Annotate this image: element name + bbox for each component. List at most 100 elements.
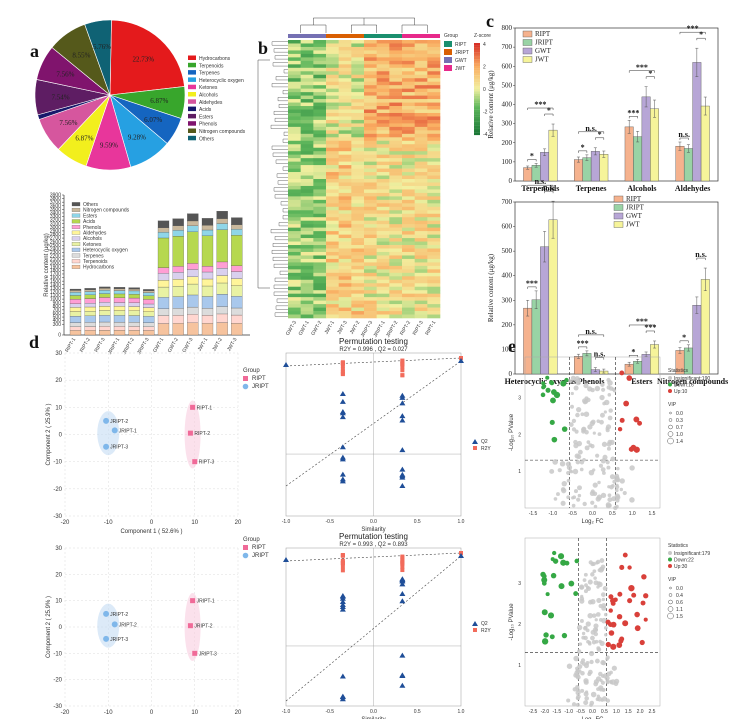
heatmap-cell <box>414 85 428 89</box>
heatmap-column-label: GWT-3 <box>285 320 298 337</box>
x-tick-label: 1.5 <box>649 511 656 517</box>
heatmap-cell <box>414 74 428 79</box>
y-tick-label: 100 <box>502 345 513 353</box>
x-tick-label: 2.5 <box>649 709 656 715</box>
up-regulated-point <box>610 621 617 628</box>
zscore-gradient-step <box>474 61 480 64</box>
heatmap-cell <box>313 123 327 128</box>
heatmap-cell <box>326 227 339 232</box>
r2y-point <box>400 368 405 373</box>
heatmap-cell <box>427 265 441 270</box>
heatmap-cell <box>326 46 339 51</box>
heatmap-cell <box>326 210 339 215</box>
x-tick-label: 0.0 <box>589 511 596 517</box>
heatmap-cell <box>338 276 352 281</box>
heatmap-cell <box>300 262 314 267</box>
insignificant-point <box>585 585 590 590</box>
heatmap-cell <box>389 172 403 176</box>
stacked-bar-segment <box>128 330 140 336</box>
heatmap-cell <box>402 60 415 65</box>
insignificant-point <box>572 687 578 692</box>
heatmap-cell <box>402 137 415 142</box>
row-dendrogram-link <box>277 97 288 102</box>
heatmap-cell <box>402 314 415 319</box>
heatmap-cell <box>351 172 365 176</box>
point-label: JRIPT-2 <box>194 624 212 630</box>
heatmap-cell <box>376 172 390 176</box>
heatmap-cell <box>402 50 415 55</box>
heatmap-cell <box>326 206 339 211</box>
y-tick-label: 1300 <box>50 286 61 292</box>
heatmap-cell <box>427 140 441 145</box>
heatmap-cell <box>402 217 415 221</box>
heatmap-cell <box>338 112 352 117</box>
row-dendrogram-link <box>274 55 288 60</box>
insignificant-point <box>591 613 597 618</box>
insignificant-point <box>593 576 597 580</box>
heatmap-cell <box>414 46 428 51</box>
heatmap-cell <box>364 40 377 44</box>
heatmap-cell <box>326 106 339 110</box>
heatmap-cell <box>326 185 339 190</box>
heatmap-cell <box>313 172 327 176</box>
heatmap-cell <box>364 46 377 51</box>
heatmap-cell <box>389 88 403 93</box>
down-regulated-point <box>545 387 551 393</box>
stacked-bar-segment <box>231 229 243 236</box>
row-dendrogram-link <box>273 48 288 53</box>
insignificant-point <box>578 642 583 646</box>
insignificant-point <box>576 497 581 502</box>
heatmap-cell <box>300 283 314 288</box>
heatmap-cell <box>402 99 415 103</box>
heatmap-cell <box>313 168 327 173</box>
insignificant-point <box>573 489 578 494</box>
significance-label: n.s. <box>594 350 606 359</box>
heatmap-cell <box>300 126 314 131</box>
legend-label: Terpenes <box>199 71 220 77</box>
heatmap-cell <box>338 245 352 249</box>
heatmap-cell <box>364 74 377 79</box>
up-regulated-point <box>643 593 649 599</box>
heatmap-cell <box>313 71 327 76</box>
heatmap-cell <box>402 64 415 69</box>
q2-point <box>339 444 346 450</box>
insignificant-point <box>579 596 585 601</box>
zscore-gradient-step <box>474 70 480 73</box>
bar <box>523 167 533 182</box>
row-dendrogram-link <box>272 243 288 247</box>
heatmap-cell <box>300 106 314 110</box>
heatmap-cell <box>326 116 339 121</box>
heatmap-cell <box>338 74 352 79</box>
heatmap-cell <box>313 161 327 166</box>
heatmap-cell <box>402 57 415 62</box>
heatmap-cell <box>414 172 428 176</box>
heatmap-cell <box>313 210 327 215</box>
heatmap-cell <box>364 185 377 190</box>
legend-label: JWT <box>626 221 640 229</box>
heatmap-cell <box>351 286 365 291</box>
heatmap-cell <box>364 112 377 117</box>
heatmap-cell <box>376 182 390 187</box>
insignificant-point <box>605 655 610 660</box>
heatmap-cell <box>313 286 327 291</box>
heatmap-cell <box>364 106 377 110</box>
heatmap-cell <box>364 133 377 138</box>
legend-label: Others <box>199 136 215 142</box>
heatmap-cell <box>414 272 428 277</box>
heatmap-cell <box>326 220 339 225</box>
heatmap-group-bar <box>402 34 440 38</box>
heatmap-cell <box>402 185 415 190</box>
heatmap-cell <box>389 192 403 197</box>
heatmap-cell <box>300 40 314 44</box>
heatmap-cell <box>376 262 390 267</box>
legend-swatch <box>472 439 478 444</box>
significance-bracket <box>645 76 655 79</box>
legend-label: Esters <box>199 114 214 120</box>
group-legend-label: RIPT <box>455 42 466 48</box>
point-label: JRIPT-2 <box>119 622 137 628</box>
bar <box>574 159 583 182</box>
heatmap-cell <box>427 147 441 152</box>
heatmap-cell <box>300 50 314 55</box>
vip-legend-swatch <box>669 411 672 415</box>
zscore-gradient-step <box>474 86 480 90</box>
